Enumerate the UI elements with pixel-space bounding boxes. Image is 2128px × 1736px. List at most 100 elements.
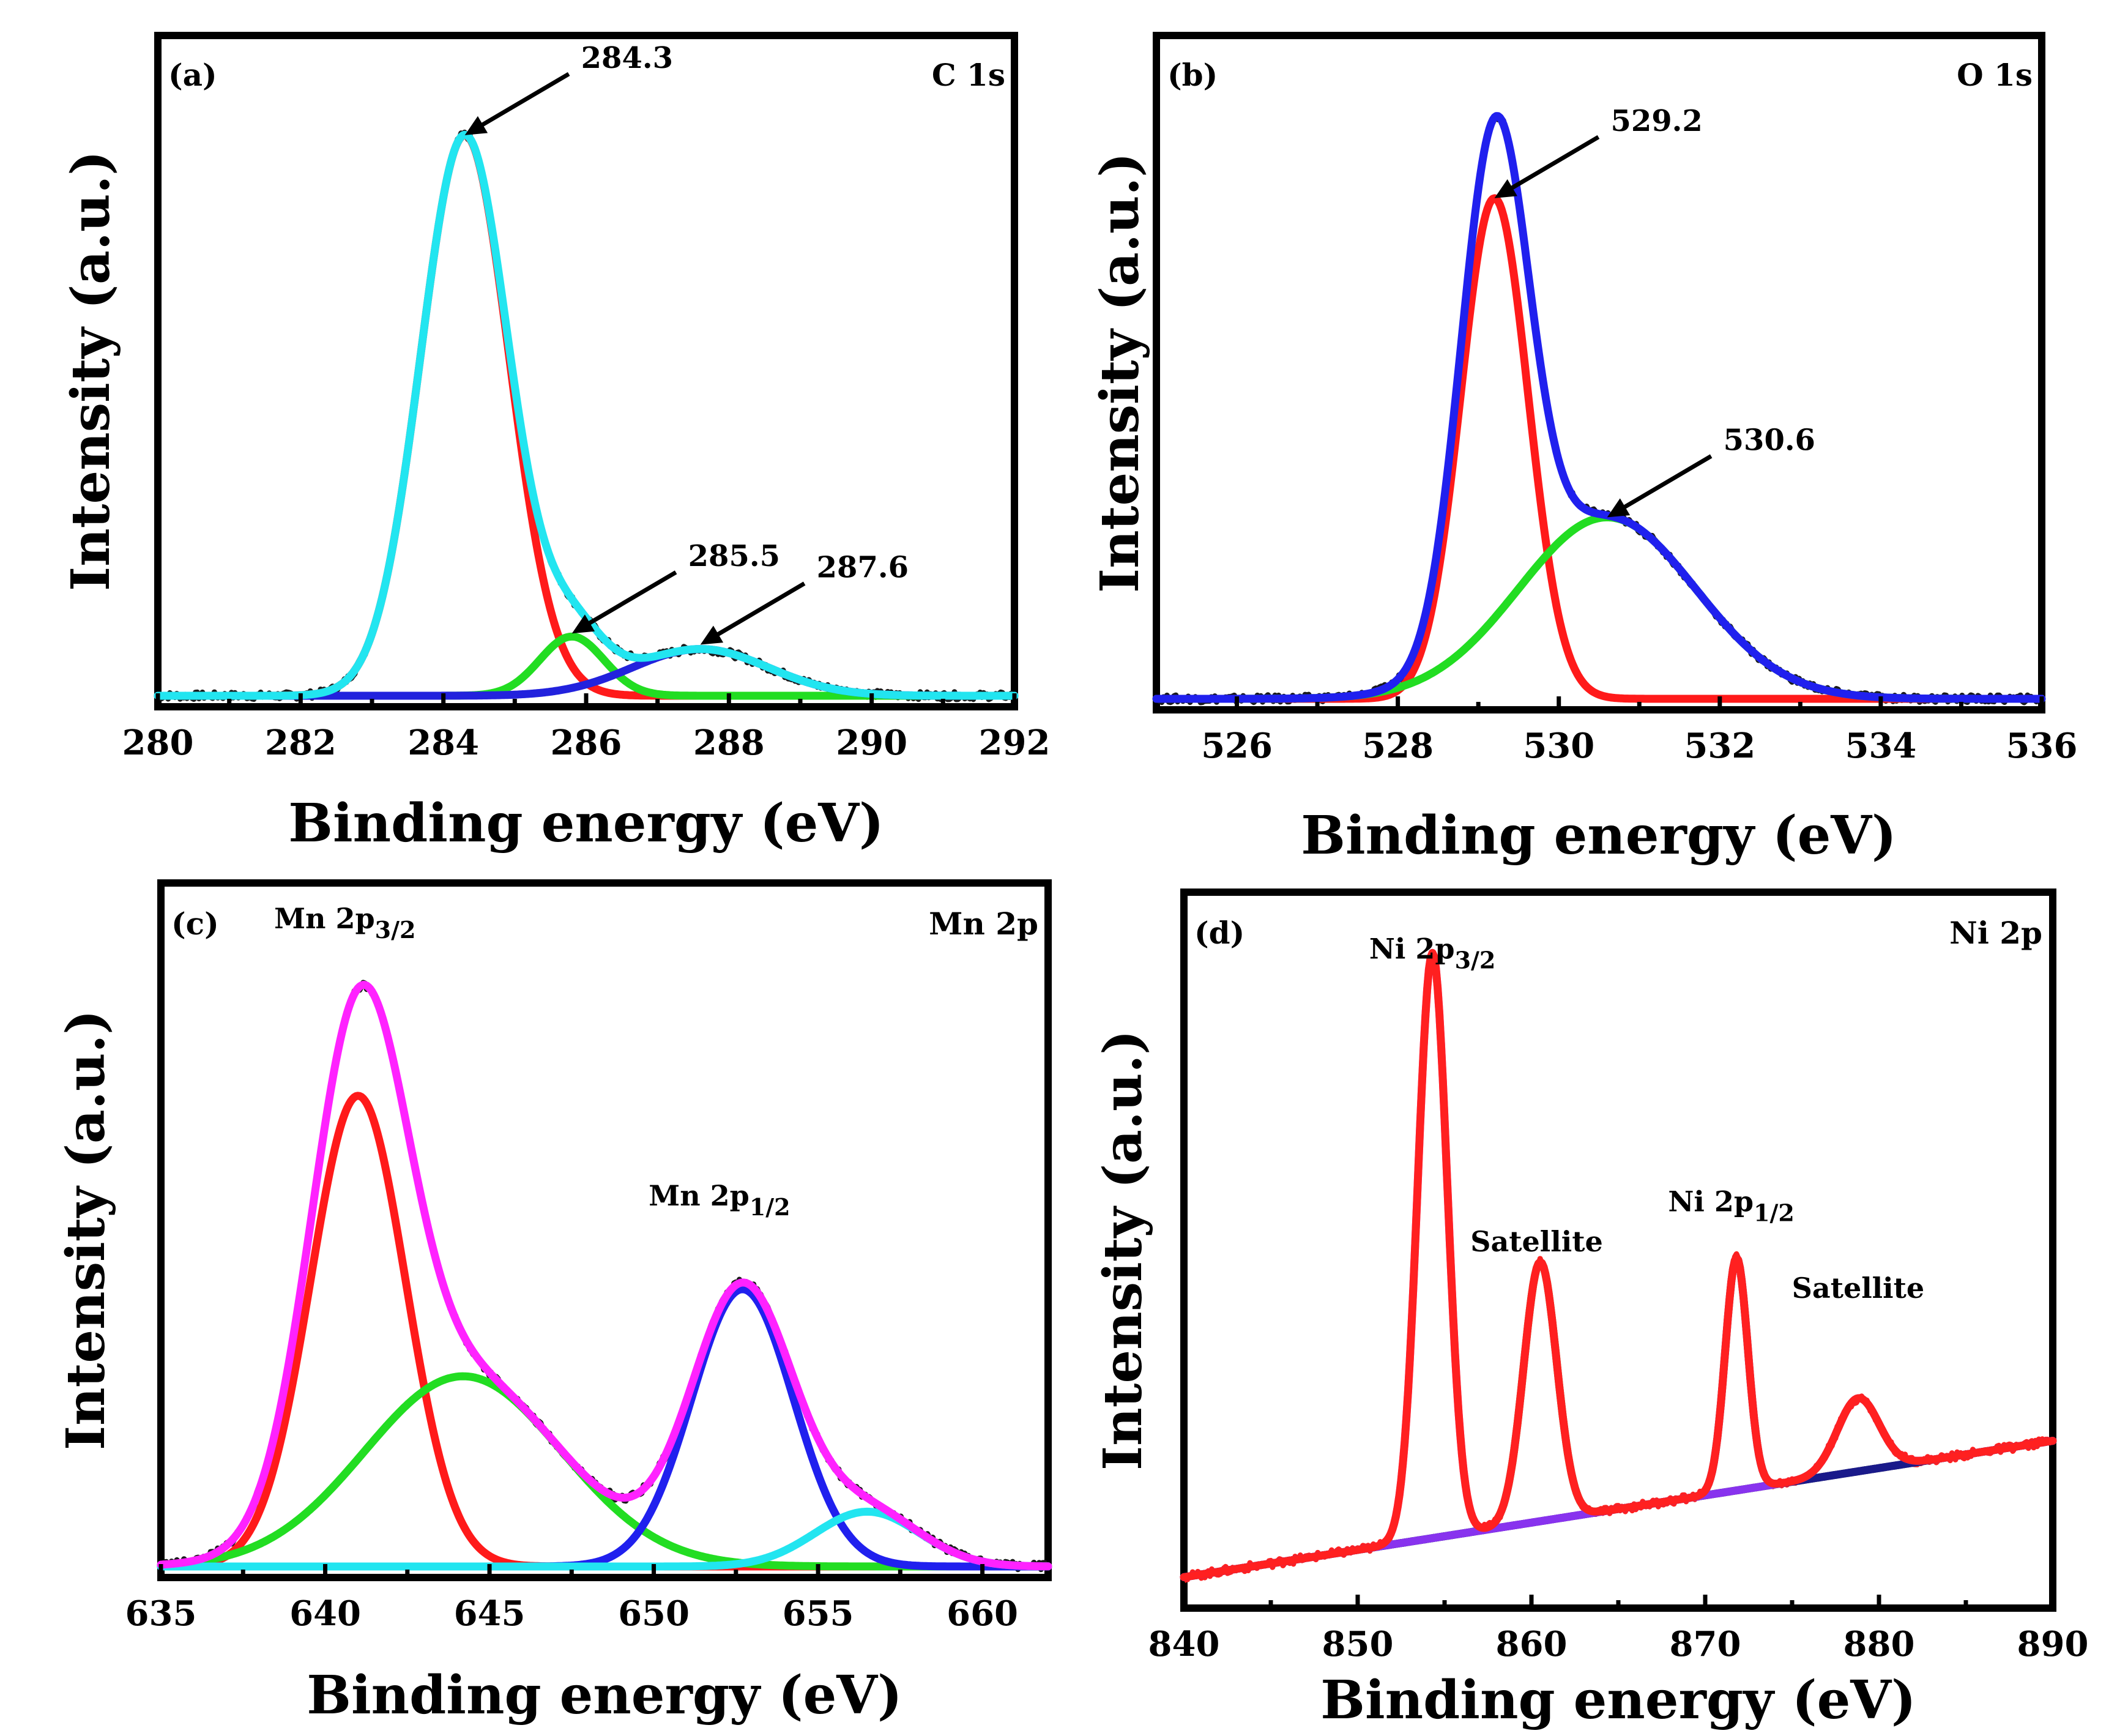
peak-label: Ni 2p1/2	[1668, 1185, 1794, 1227]
annotation-label: 530.6	[1724, 423, 1815, 457]
peak-label-subscript: 3/2	[375, 916, 416, 944]
x-tick-label: 870	[1670, 1624, 1741, 1664]
fit-component-line	[1152, 513, 2046, 703]
y-axis-label: Intensity (a.u.)	[55, 1010, 117, 1450]
plot-area	[1152, 112, 2046, 706]
x-axis-label: Binding energy (eV)	[1301, 805, 1896, 866]
x-tick-label: 660	[947, 1593, 1018, 1634]
annotation-arrow	[1500, 135, 1600, 196]
plot-frame	[157, 879, 1052, 1581]
raw-data-line	[1182, 953, 2056, 1584]
annotation-label: 284.3	[581, 41, 673, 75]
fit-component-line	[157, 1372, 1052, 1571]
x-ticks: 526 528 530 532 534 536	[1201, 696, 2077, 766]
peak-label: Satellite	[1792, 1272, 1924, 1305]
x-tick-label: 840	[1148, 1624, 1220, 1664]
raw-data-line	[158, 980, 1051, 1573]
peak-label-main: Ni 2p	[1668, 1185, 1754, 1218]
peak-label-main: Satellite	[1792, 1272, 1924, 1305]
fit-component-line	[1180, 1257, 2057, 1581]
x-tick-label: 640	[289, 1593, 361, 1634]
plot-area	[154, 129, 1019, 702]
annotation-label: 285.5	[688, 539, 780, 573]
x-axis-label: Binding energy (eV)	[288, 792, 884, 854]
peak-label-main: Mn 2p	[649, 1179, 750, 1212]
panel-title: Ni 2p	[1949, 915, 2042, 951]
panel-d-ni2p: 840 850 860 870 880 890 (d) Ni 2p Binding ene…	[1092, 888, 2088, 1731]
peak-label-main: Satellite	[1470, 1225, 1602, 1258]
panel-c-mn2p: 635 640 645 650 655 660 (c) Mn 2p Binding ene…	[55, 879, 1052, 1726]
envelope-line	[1152, 112, 2046, 703]
fit-component-line	[1180, 948, 2057, 1581]
panel-title: C 1s	[932, 57, 1005, 93]
plot-frame	[154, 32, 1018, 710]
y-axis-label: Intensity (a.u.)	[60, 151, 122, 591]
peak-label-subscript: 1/2	[750, 1193, 791, 1221]
fit-component-line	[154, 645, 1019, 700]
panel-label: (a)	[168, 57, 217, 93]
peak-label-subscript: 1/2	[1754, 1199, 1795, 1227]
peak-label-subscript: 3/2	[1455, 947, 1496, 974]
x-ticks: 280 282 284 286 288 290 292	[122, 693, 1051, 763]
x-tick-label: 290	[836, 723, 907, 763]
peak-label: Mn 2p3/2	[274, 902, 415, 944]
x-axis-label: Binding energy (eV)	[307, 1664, 902, 1726]
annotation-arrow	[1612, 454, 1713, 516]
annotation-arrowhead	[1607, 498, 1631, 518]
x-tick-label: 645	[454, 1593, 526, 1634]
annotation-arrowhead	[464, 116, 488, 135]
peak-label: Satellite	[1470, 1225, 1602, 1258]
plot-frame	[1153, 32, 2045, 713]
annotation-label: 529.2	[1610, 104, 1702, 138]
x-tick-label: 536	[2006, 726, 2078, 766]
x-tick-label: 880	[1843, 1624, 1915, 1664]
y-axis-label: Intensity (a.u.)	[1092, 1030, 1154, 1470]
y-axis-label: Intensity (a.u.)	[1089, 152, 1151, 593]
x-tick-label: 534	[1845, 726, 1916, 766]
x-tick-label: 526	[1201, 726, 1273, 766]
x-tick-label: 650	[618, 1593, 690, 1634]
plot-area	[157, 980, 1052, 1573]
annotation-label: 287.6	[817, 551, 909, 585]
x-tick-label: 288	[693, 723, 765, 763]
fit-component-line	[1180, 1394, 2057, 1581]
x-tick-label: 530	[1523, 726, 1594, 766]
annotations: Mn 2p3/2Mn 2p1/2	[274, 902, 791, 1221]
envelope-line	[157, 980, 1052, 1571]
panel-a-c1s: 280 282 284 286 288 290 292 (a) C 1s Binding e…	[60, 32, 1051, 854]
annotation-arrowhead	[700, 625, 724, 645]
annotation-arrow	[705, 581, 806, 643]
peak-label-main: Ni 2p	[1369, 933, 1455, 966]
plot-area	[1180, 948, 2057, 1584]
x-tick-label: 284	[407, 723, 479, 763]
panel-title: Mn 2p	[929, 906, 1038, 942]
x-ticks: 635 640 645 650 655 660	[125, 1564, 1018, 1634]
x-tick-label: 292	[979, 723, 1051, 763]
x-tick-label: 286	[551, 723, 622, 763]
envelope-line	[154, 130, 1019, 700]
x-tick-label: 528	[1362, 726, 1434, 766]
raw-data-line	[1154, 113, 2044, 706]
peak-label: Mn 2p1/2	[649, 1179, 790, 1221]
x-tick-label: 860	[1496, 1624, 1568, 1664]
peak-label: Ni 2p3/2	[1369, 933, 1495, 974]
annotations: 284.3 285.5 287.6	[464, 41, 909, 645]
annotation-arrowhead	[571, 614, 595, 634]
fit-component-line	[1180, 1253, 2057, 1581]
x-tick-label: 850	[1322, 1624, 1394, 1664]
x-tick-label: 635	[125, 1593, 197, 1634]
x-tick-label: 280	[122, 723, 194, 763]
x-axis-label: Binding energy (eV)	[1320, 1669, 1916, 1731]
annotation-arrow	[470, 72, 570, 133]
x-tick-label: 282	[265, 723, 337, 763]
annotation-arrowhead	[1494, 179, 1517, 198]
panel-label: (b)	[1167, 57, 1218, 93]
annotation-arrow	[577, 570, 677, 632]
annotations: 529.2 530.6	[1494, 104, 1815, 518]
panel-label: (c)	[171, 906, 219, 942]
panel-title: O 1s	[1957, 57, 2033, 93]
peak-label-main: Mn 2p	[274, 902, 375, 935]
x-tick-label: 532	[1684, 726, 1755, 766]
